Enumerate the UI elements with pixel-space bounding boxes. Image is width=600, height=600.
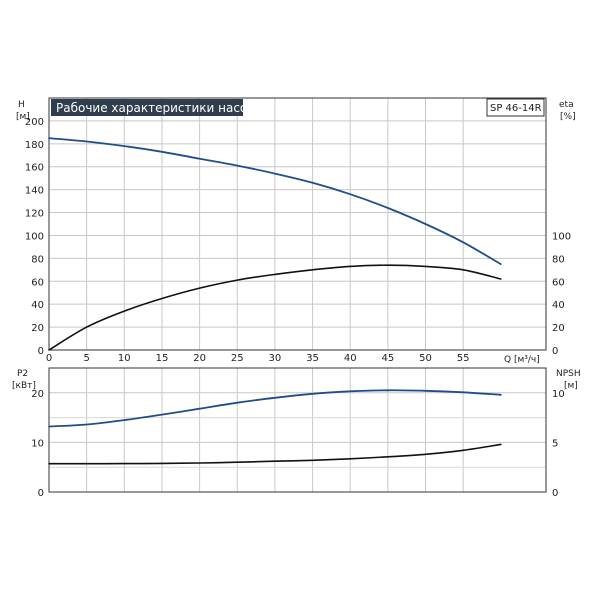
x-tick-label: 15 — [156, 353, 169, 364]
lower-y-axis-label: P2 — [17, 369, 28, 379]
y2-tick-label: 60 — [552, 277, 565, 288]
upper-y2-tick-labels: 0 20 40 60 80 100 — [552, 231, 571, 357]
lower-series-line-2 — [48, 443, 502, 465]
lower-y-tick-label: 10 — [31, 438, 44, 449]
y-tick-label: 20 — [31, 323, 44, 334]
lower-grid — [48, 368, 546, 493]
y-tick-label: 80 — [31, 254, 44, 265]
y-tick-label: 160 — [25, 163, 44, 174]
lower-y2-tick-label: 5 — [552, 438, 558, 449]
y-tick-label: 100 — [25, 231, 44, 242]
lower-y2-axis-label: NPSH — [556, 369, 581, 379]
chart-title-box — [51, 99, 243, 116]
y2-tick-label: 100 — [552, 231, 571, 242]
x-tick-label: 20 — [193, 353, 206, 364]
y-tick-label: 0 — [38, 346, 44, 357]
upper-y-tick-labels: 0 20 40 60 80 100 120 140 160 180 200 — [25, 117, 44, 357]
lower-plot-frame — [48, 367, 547, 493]
x-tick-label: 0 — [46, 353, 52, 364]
lower-series-line-1 — [48, 389, 502, 428]
y2-tick-label: 20 — [552, 323, 565, 334]
upper-y2-axis-label: eta — [559, 100, 574, 110]
lower-y-tick-label: 0 — [38, 488, 44, 499]
x-tick-label: 40 — [344, 353, 357, 364]
lower-y2-tick-label: 0 — [552, 488, 558, 499]
x-tick-label: 10 — [118, 353, 131, 364]
upper-y-axis-label: H — [18, 100, 25, 110]
x-tick-label: 50 — [419, 353, 432, 364]
x-tick-label: 35 — [306, 353, 319, 364]
y-tick-label: 180 — [25, 140, 44, 151]
x-tick-label: 5 — [83, 353, 89, 364]
x-tick-label: 45 — [381, 353, 394, 364]
x-tick-label: 25 — [231, 353, 244, 364]
model-label-box — [486, 98, 545, 117]
y-tick-label: 140 — [25, 186, 44, 197]
lower-y2-tick-labels: 0 5 10 — [552, 389, 565, 499]
y-tick-label: 120 — [25, 209, 44, 220]
y-tick-label: 40 — [31, 300, 44, 311]
lower-y-tick-label: 20 — [31, 389, 44, 400]
upper-series — [48, 137, 502, 351]
y2-tick-label: 40 — [552, 300, 565, 311]
lower-series — [48, 389, 502, 465]
upper-y-axis-unit: [м] — [16, 112, 30, 122]
x-tick-label: 55 — [457, 353, 470, 364]
x-axis-label: Q [м³/ч] — [504, 355, 540, 365]
lower-y2-tick-label: 10 — [552, 389, 565, 400]
lower-y2-axis-unit: [м] — [564, 381, 578, 391]
upper-y2-axis-unit: [%] — [560, 112, 576, 122]
upper-plot-frame — [48, 97, 547, 351]
upper-x-tick-labels: 0 5 10 15 20 25 30 35 40 45 50 55 — [46, 353, 470, 364]
y2-tick-label: 80 — [552, 254, 565, 265]
lower-y-tick-labels: 0 10 20 — [31, 389, 44, 499]
lower-y-axis-unit: [кВт] — [12, 381, 36, 391]
y-tick-label: 60 — [31, 277, 44, 288]
model-label: SP 46-14R — [490, 103, 542, 114]
y2-tick-label: 0 — [552, 346, 558, 357]
y-tick-label: 200 — [25, 117, 44, 128]
x-tick-label: 30 — [269, 353, 282, 364]
chart-title: Рабочие характеристики насоса — [56, 101, 261, 115]
